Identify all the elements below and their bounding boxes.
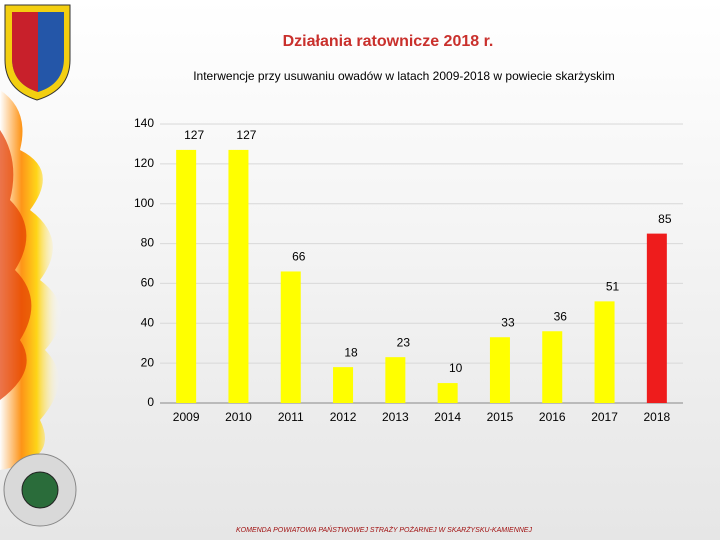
x-tick-label: 2009	[173, 410, 200, 424]
x-tick-label: 2011	[278, 410, 304, 424]
y-tick-label: 60	[141, 276, 155, 290]
chart-title: Interwencje przy usuwaniu owadów w latac…	[193, 69, 615, 83]
data-label: 127	[184, 128, 204, 142]
y-tick-label: 100	[134, 196, 154, 210]
x-tick-label: 2012	[330, 410, 357, 424]
x-tick-label: 2014	[434, 410, 461, 424]
bar	[646, 233, 667, 403]
data-label: 66	[292, 250, 306, 264]
y-tick-label: 120	[134, 156, 154, 170]
x-tick-label: 2010	[225, 410, 252, 424]
data-label: 10	[449, 361, 463, 375]
bar	[489, 337, 510, 403]
footer: KOMENDA POWIATOWA PAŃSTWOWEJ STRAŻY POŻA…	[236, 525, 532, 534]
y-tick-label: 0	[147, 395, 154, 409]
x-tick-label: 2016	[539, 410, 566, 424]
data-label: 18	[344, 345, 358, 359]
data-label: 51	[606, 280, 620, 294]
y-tick-label: 140	[134, 116, 154, 130]
x-tick-label: 2018	[643, 410, 670, 424]
bar	[176, 149, 197, 403]
bar	[385, 357, 406, 403]
x-tick-label: 2013	[382, 410, 409, 424]
bar	[437, 383, 458, 403]
slide-title: Działania ratownicze 2018 r.	[283, 33, 494, 50]
coat-of-arms	[12, 12, 38, 92]
bar	[280, 271, 301, 403]
x-tick-label: 2017	[591, 410, 618, 424]
y-tick-label: 80	[141, 236, 155, 250]
data-label: 127	[236, 128, 256, 142]
bar	[542, 331, 563, 403]
bar	[228, 149, 249, 403]
x-tick-label: 2015	[487, 410, 514, 424]
data-label: 36	[554, 309, 568, 323]
data-label: 85	[658, 212, 672, 226]
fire-service-emblem	[21, 471, 59, 509]
fire-decoration	[0, 130, 32, 400]
y-tick-label: 40	[141, 315, 155, 329]
data-label: 33	[501, 315, 515, 329]
y-tick-label: 20	[141, 355, 155, 369]
bar	[333, 367, 354, 403]
bar	[594, 301, 615, 403]
data-label: 23	[397, 335, 411, 349]
